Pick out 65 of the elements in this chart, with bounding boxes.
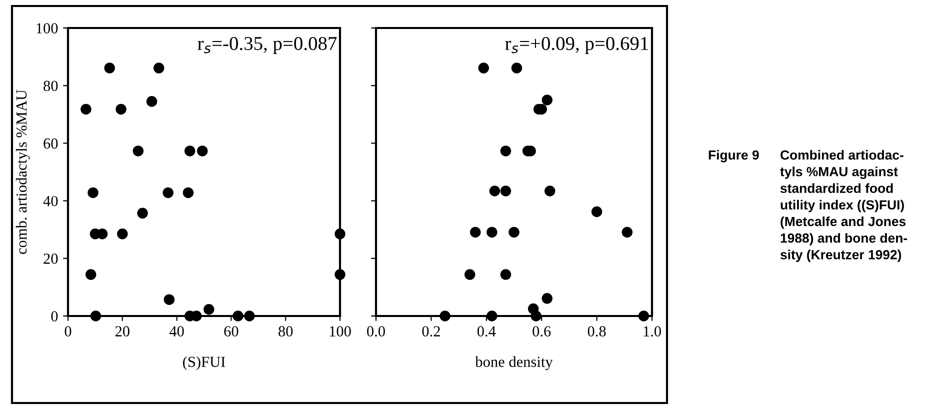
point (104, 62, 115, 74)
point (500, 186, 512, 196)
point (153, 62, 164, 74)
point (500, 146, 512, 156)
point (542, 94, 552, 106)
point (470, 226, 481, 238)
point (117, 228, 128, 240)
point (508, 226, 520, 238)
y-tick-label: 60 (44, 138, 58, 149)
point (334, 228, 346, 240)
point (464, 269, 476, 280)
y-tick-label: 0 (51, 311, 58, 322)
x-tick-label: 0.6 (532, 326, 551, 337)
x-axis-title: bone density (475, 356, 553, 370)
point (88, 187, 98, 198)
point (530, 310, 542, 322)
point (196, 146, 208, 156)
point (244, 310, 255, 322)
point (80, 104, 92, 115)
point (116, 104, 126, 115)
point (232, 310, 244, 322)
x-tick-label: 0 (64, 326, 72, 336)
y-tick-label: 20 (44, 254, 58, 264)
point (137, 208, 148, 219)
y-tick-label: 40 (43, 196, 58, 206)
point (90, 310, 102, 322)
point (162, 187, 174, 198)
y-tick-label: 80 (44, 80, 58, 92)
point (132, 146, 144, 156)
point (184, 146, 196, 156)
point (622, 226, 633, 238)
point (146, 96, 158, 107)
text: Combined artiodac- tyls %MAU against standardized food utility index ((S)FUI) (Metcalfe and Jones 1988) and bone den- sity (Kreutzer 1992) (780, 150, 908, 262)
point (489, 186, 500, 196)
x-tick-label: 0.2 (422, 326, 440, 337)
point (204, 304, 214, 315)
point (85, 269, 96, 280)
y-axis-title: comb. artiodactyls %MAU (16, 90, 30, 254)
point (486, 310, 498, 322)
point (511, 62, 522, 74)
x-tick-label: 0.0 (367, 326, 385, 337)
caption: Figure 9 (708, 150, 759, 162)
x-axis-title: (S)FUI (183, 356, 226, 370)
x-tick-label: 100 (330, 326, 351, 336)
point (164, 294, 175, 305)
x-tick-label: 60 (224, 326, 238, 336)
annotation: r$_{s}$=-0.35, p=0.087 (198, 36, 337, 54)
x-tick-label: 20 (115, 326, 130, 336)
x-tick-label: 1.0 (644, 326, 661, 337)
x-tick-label: 80 (278, 326, 293, 336)
x-tick-label: 0.4 (477, 326, 496, 337)
point (591, 206, 602, 218)
point (544, 186, 556, 196)
annotation: r$_{s}$=+0.09, p=0.691 (505, 36, 648, 54)
y-tick-label: 100 (36, 23, 58, 34)
point (486, 226, 498, 238)
point (440, 310, 450, 322)
point (182, 187, 194, 198)
point (478, 62, 490, 74)
point (638, 310, 650, 322)
x-tick-label: 40 (169, 326, 184, 336)
point (334, 269, 346, 280)
x-tick-label: 0.8 (588, 326, 606, 337)
point (542, 293, 552, 304)
point (500, 269, 512, 280)
